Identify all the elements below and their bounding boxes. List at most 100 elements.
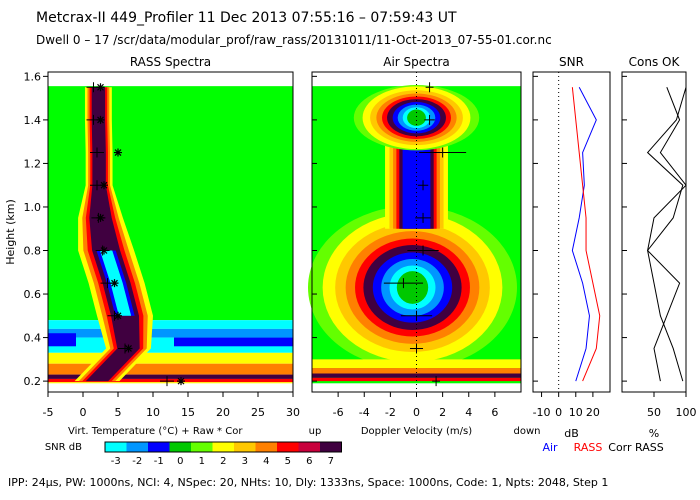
x-tick-label: 0 [413, 406, 420, 419]
y-tick-label: 1.6 [24, 70, 42, 83]
colorbar-swatch [234, 442, 256, 452]
colorbar-tick-label: -2 [132, 456, 142, 467]
snr-air-line [571, 87, 597, 382]
air-band-2 [312, 373, 521, 378]
rass-band-0 [48, 320, 293, 329]
x-tick-label: 10 [569, 406, 583, 419]
colorbar-swatch [105, 442, 127, 452]
air-band-0 [312, 359, 521, 369]
footer-params: IPP: 24μs, PW: 1000ns, NCI: 4, NSpec: 20… [8, 476, 609, 489]
colorbar-swatch [126, 442, 148, 452]
colorbar-tick-label: 1 [199, 456, 205, 467]
rass-band-3 [48, 352, 293, 364]
air-title: Air Spectra [383, 55, 450, 69]
rass-band-1 [48, 328, 293, 338]
rass-cor-marker [96, 83, 105, 92]
x-tick-label: -10 [533, 406, 551, 419]
colorbar-tick-label: -1 [154, 456, 164, 467]
colorbar-swatch [191, 442, 213, 452]
colorbar-label: SNR dB [45, 442, 82, 453]
x-tick-label: 0 [80, 406, 87, 419]
colorbar-frame [104, 441, 342, 453]
rass-band-blue [174, 337, 293, 347]
colorbar-tick-label: 5 [285, 456, 291, 467]
legend-corr-rass: Corr RASS [608, 441, 663, 454]
header-line-1: Metcrax-II 449_Profiler 11 Dec 2013 07:5… [36, 10, 457, 26]
rass-cor-marker [100, 181, 108, 190]
x-tick-label: -2 [385, 406, 396, 419]
x-tick-label: 20 [586, 406, 600, 419]
air-up-label: up [309, 426, 322, 437]
colorbar-swatch [298, 442, 320, 452]
x-tick-label: 0 [555, 406, 562, 419]
rass-cor-marker [96, 115, 105, 124]
x-tick-label: 10 [146, 406, 160, 419]
colorbar-swatch [212, 442, 234, 452]
legend-air: Air [542, 441, 558, 454]
air-down-label: down [514, 426, 541, 437]
air-velocity-marker [407, 245, 439, 256]
panel-frame-3 [621, 71, 687, 393]
colorbar-tick-label: -3 [111, 456, 121, 467]
y-axis-label: Height (km) [4, 199, 17, 265]
air-velocity-marker [425, 82, 434, 93]
x-tick-label: 15 [181, 406, 195, 419]
panel-frame-2 [532, 71, 611, 393]
colorbar-tick-label: 6 [306, 456, 312, 467]
air-velocity-marker [415, 212, 431, 223]
cons-title: Cons OK [629, 55, 681, 69]
snr-xlabel: dB [564, 427, 579, 440]
rass-band-4 [48, 363, 293, 375]
air-velocity-marker [383, 278, 424, 289]
rass-cor-marker [177, 377, 185, 386]
rass-cor-marker [100, 246, 108, 255]
x-tick-label: 30 [286, 406, 300, 419]
rass-cor-marker [96, 213, 105, 222]
air-xlabel: Doppler Velocity (m/s) [361, 426, 472, 437]
y-tick-label: 0.8 [24, 245, 42, 258]
rass-raw-marker [90, 147, 104, 158]
y-tick-label: 1.4 [24, 114, 42, 127]
y-tick-label: 1.0 [24, 201, 42, 214]
colorbar-tick-label: 3 [242, 456, 248, 467]
air-band-1 [312, 368, 521, 374]
x-tick-label: 25 [251, 406, 265, 419]
rass-raw-marker [160, 376, 174, 387]
rass-xlabel: Virt. Temperature (°C) + Raw * Cor [68, 426, 243, 437]
rass-cor-marker [110, 279, 119, 288]
header-line-2: Dwell 0 – 17 /scr/data/modular_prof/raw_… [36, 33, 552, 47]
x-tick-label: 20 [216, 406, 230, 419]
colorbar-tick-label: 7 [328, 456, 334, 467]
panel-frame-0 [47, 71, 294, 393]
air-lower-lobe-9 [396, 271, 429, 304]
air-velocity-marker [417, 180, 429, 191]
colorbar-tick-label: 2 [220, 456, 226, 467]
rass-band-blue-left [48, 333, 76, 347]
y-tick-label: 0.2 [24, 375, 42, 388]
cons-air-line [646, 87, 687, 382]
colorbar-tick-label: 0 [177, 456, 183, 467]
rass-cor-marker [114, 311, 122, 320]
y-tick-label: 1.2 [24, 157, 42, 170]
x-tick-label: -6 [333, 406, 344, 419]
rass-band-6 [48, 378, 293, 383]
x-tick-label: 2 [439, 406, 446, 419]
colorbar-swatch [255, 442, 277, 452]
x-tick-label: 50 [647, 406, 661, 419]
x-tick-label: 100 [676, 406, 697, 419]
air-band-3 [312, 377, 521, 382]
colorbar-swatch [169, 442, 191, 452]
air-velocity-marker [432, 376, 441, 387]
rass-band-7 [48, 382, 293, 384]
snr-title: SNR [559, 55, 584, 69]
rass-cor-marker [124, 344, 133, 353]
cons-rass-line [647, 87, 687, 382]
colorbar-tick-label: 4 [263, 456, 269, 467]
colorbar-swatch [320, 442, 342, 452]
snr-rass-line [571, 87, 601, 382]
colorbar-swatch [277, 442, 299, 452]
air-velocity-marker [400, 310, 433, 321]
air-velocity-marker [424, 114, 435, 125]
